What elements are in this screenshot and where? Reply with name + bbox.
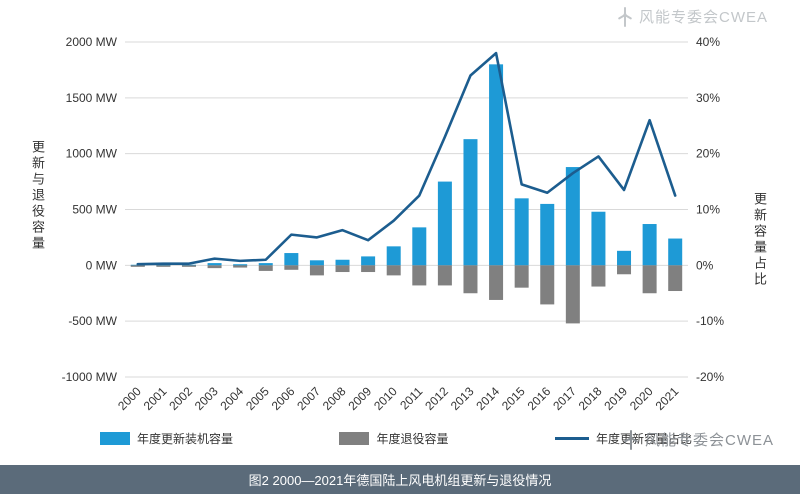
bar-annual-decommission [668, 265, 683, 292]
x-axis-tick-label: 2020 [627, 384, 656, 413]
bar-annual-decommission [565, 265, 580, 324]
legend-label-renewal: 年度更新装机容量 [137, 432, 234, 446]
line-renewal-share [136, 51, 677, 266]
left-axis-tick-label: 500 MW [72, 203, 117, 217]
figure-caption: 图2 2000—2021年德国陆上风电机组更新与退役情况 [0, 465, 800, 494]
bar-annual-decommission [617, 265, 632, 275]
bar-annual-decommission [591, 265, 606, 287]
x-axis-tick-label: 2006 [269, 384, 298, 413]
left-axis-title: 更新与退役容量 [30, 140, 45, 252]
bar-annual-renewal [489, 64, 504, 266]
right-axis-tick-label: -20% [696, 370, 724, 384]
bar-annual-decommission [463, 265, 478, 294]
bar-annual-decommission [489, 265, 504, 300]
bar-annual-decommission [335, 265, 350, 273]
bar-annual-decommission [514, 265, 529, 288]
bar-annual-renewal [591, 211, 606, 266]
x-axis-tick-label: 2014 [473, 384, 502, 413]
right-axis-tick-label: 30% [696, 91, 720, 105]
x-axis-tick-label: 2010 [371, 384, 400, 413]
bar-annual-renewal [540, 203, 555, 266]
x-axis-tick-label: 2018 [576, 384, 605, 413]
right-axis-tick-label: 20% [696, 147, 720, 161]
x-axis-tick-label: 2015 [499, 384, 528, 413]
left-axis-tick-label: 1500 MW [66, 91, 118, 105]
bar-annual-renewal [284, 253, 299, 266]
x-axis-tick-label: 2017 [550, 384, 579, 413]
bar-annual-decommission [309, 265, 324, 276]
bar-annual-decommission [642, 265, 657, 294]
x-axis-tick-label: 2000 [115, 384, 144, 413]
bar-annual-decommission [361, 265, 376, 273]
bar-annual-decommission [156, 265, 171, 267]
x-axis-tick-label: 2016 [525, 384, 554, 413]
legend-label-decommission: 年度退役容量 [376, 432, 449, 446]
bar-annual-decommission [386, 265, 401, 276]
x-axis-tick-label: 2001 [141, 384, 170, 413]
bar-annual-renewal [463, 139, 478, 266]
bar-annual-decommission [284, 265, 299, 270]
x-axis-tick-label: 2012 [422, 384, 451, 413]
x-axis-tick-label: 2011 [397, 384, 425, 412]
right-axis-tick-label: -10% [696, 314, 724, 328]
bar-annual-renewal [207, 263, 222, 266]
bar-annual-renewal [437, 181, 452, 266]
legend-item-renewal: 年度更新装机容量 [100, 430, 233, 447]
legend-label-share: 年度更新容量占比 [595, 432, 692, 446]
x-axis-tick-label: 2008 [320, 384, 349, 413]
x-axis-tick-label: 2003 [192, 384, 221, 413]
left-axis-tick-label: -1000 MW [62, 370, 118, 384]
bar-annual-renewal [668, 238, 683, 266]
blue-bar-swatch [100, 432, 130, 445]
legend-item-share: 年度更新容量占比 [554, 430, 692, 447]
x-axis-tick-label: 2004 [217, 384, 246, 413]
x-axis-tick-label: 2007 [294, 384, 323, 413]
legend-item-decommission: 年度退役容量 [339, 430, 449, 447]
bar-annual-renewal [565, 167, 580, 266]
left-axis-tick-label: 2000 MW [66, 35, 118, 49]
right-axis-tick-label: 0% [696, 258, 714, 272]
x-axis-tick-label: 2013 [448, 384, 477, 413]
x-axis-tick-label: 2002 [166, 384, 195, 413]
chart-legend: 年度更新装机容量 年度退役容量 年度更新容量占比 [100, 430, 692, 447]
bar-annual-decommission [412, 265, 427, 286]
left-axis-tick-label: 0 MW [86, 258, 118, 272]
bar-annual-decommission [540, 265, 555, 305]
bar-annual-renewal [233, 264, 248, 266]
bar-annual-decommission [437, 265, 452, 286]
left-axis-tick-label: -500 MW [68, 314, 117, 328]
right-axis-title: 更新容量占比 [752, 192, 767, 288]
right-axis-tick-label: 10% [696, 203, 720, 217]
bar-annual-decommission [233, 265, 248, 268]
bar-annual-decommission [207, 265, 222, 269]
bar-annual-renewal [335, 259, 350, 266]
bar-annual-decommission [258, 265, 273, 271]
bar-annual-renewal [258, 263, 273, 266]
combo-chart: 2000 MW 40% 1500 MW 30% 1000 MW 20% 500 MW 10% 0… [62, 35, 725, 413]
left-axis-tick-label: 1000 MW [66, 147, 118, 161]
bar-annual-renewal [309, 260, 324, 266]
x-axis-tick-label: 2005 [243, 384, 272, 413]
bar-annual-renewal [617, 250, 632, 266]
bar-annual-decommission [130, 265, 145, 267]
bar-annual-renewal [642, 224, 657, 266]
x-axis-tick-label: 2009 [345, 384, 374, 413]
gray-bar-swatch [339, 432, 370, 445]
bar-annual-renewal [514, 198, 529, 266]
bar-annual-renewal [361, 256, 376, 266]
right-axis-tick-label: 40% [696, 35, 720, 49]
x-axis-tick-label: 2021 [653, 384, 682, 413]
bar-annual-renewal [412, 227, 427, 266]
bar-annual-decommission [181, 265, 196, 267]
bar-annual-renewal [386, 246, 401, 266]
x-axis-tick-label: 2019 [601, 384, 630, 413]
line-swatch [554, 437, 589, 440]
